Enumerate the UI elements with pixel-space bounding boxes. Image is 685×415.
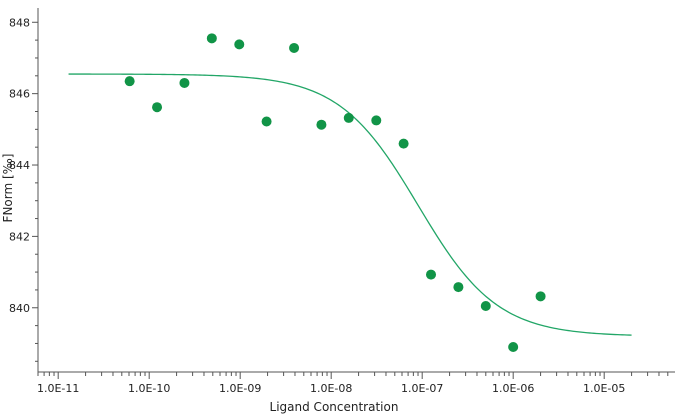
data-point	[261, 116, 272, 127]
x-tick-label: 1.0E-11	[37, 382, 79, 395]
data-point	[343, 112, 354, 123]
axes	[37, 8, 675, 373]
x-axis-ticks: 1.0E-11 1.0E-10 1.0E-09 1.0E-08 1.0E-07 1.0E-…	[37, 372, 669, 395]
x-tick-label: 1.0E-07	[401, 382, 443, 395]
data-point	[426, 269, 437, 280]
data-point	[206, 33, 217, 44]
data-point	[234, 39, 245, 50]
data-point	[152, 102, 163, 113]
data-point	[535, 291, 546, 302]
y-tick-label: 848	[9, 16, 30, 29]
y-axis-title: FNorm [‰]	[1, 154, 15, 223]
y-tick-label: 846	[9, 88, 30, 101]
data-point	[480, 300, 491, 311]
y-tick-label: 840	[9, 302, 30, 315]
data-point	[289, 42, 300, 53]
data-point	[508, 342, 519, 353]
data-point	[398, 138, 409, 149]
data-point	[316, 119, 327, 130]
data-point	[453, 282, 464, 293]
data-point	[179, 77, 190, 88]
y-tick-label: 844	[9, 159, 30, 172]
data-points	[124, 33, 546, 353]
x-tick-label: 1.0E-05	[583, 382, 625, 395]
x-tick-label: 1.0E-10	[128, 382, 170, 395]
y-tick-label: 842	[9, 230, 30, 243]
data-point	[371, 115, 382, 126]
x-axis-title: Ligand Concentration	[270, 400, 399, 414]
data-point	[124, 76, 135, 87]
x-tick-label: 1.0E-09	[219, 382, 261, 395]
x-tick-label: 1.0E-08	[310, 382, 352, 395]
y-axis-ticks: 840 842 844 846 848	[9, 16, 38, 362]
x-tick-label: 1.0E-06	[492, 382, 534, 395]
